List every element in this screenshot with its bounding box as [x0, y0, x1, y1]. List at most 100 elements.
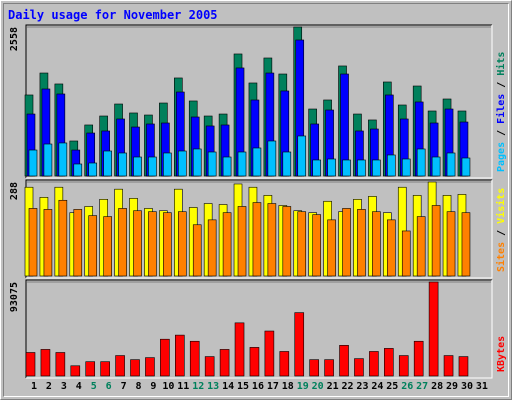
x-tick-label: 20 — [312, 381, 324, 392]
bar — [309, 359, 319, 377]
x-tick-label: 23 — [356, 381, 368, 392]
x-tick-label: 3 — [61, 381, 67, 392]
legend-separator: / — [496, 224, 507, 242]
x-tick-label: 19 — [297, 381, 309, 392]
bar — [413, 340, 424, 377]
bar — [234, 322, 245, 377]
bar — [461, 212, 471, 277]
bar — [73, 209, 83, 277]
bar — [401, 230, 411, 277]
frame-inner-dark — [3, 3, 509, 397]
legend-entry: KBytes — [496, 336, 507, 372]
x-tick-label: 5 — [91, 381, 97, 392]
bar — [267, 140, 277, 177]
bar — [297, 135, 307, 177]
x-tick-label: 4 — [76, 381, 82, 392]
bar — [249, 347, 260, 377]
bar — [130, 359, 140, 377]
x-tick-label: 21 — [327, 381, 339, 392]
bar — [40, 349, 51, 377]
frame-inner-light — [3, 3, 509, 397]
bar — [279, 351, 290, 377]
x-tick-label: 26 — [401, 381, 413, 392]
bar — [252, 147, 262, 177]
bar — [446, 211, 456, 277]
bar — [175, 334, 185, 377]
bar — [118, 208, 127, 277]
bar — [297, 211, 307, 277]
legend-entry: Hits — [495, 52, 507, 76]
bar — [357, 159, 366, 177]
panel-light-edge — [26, 25, 493, 179]
bar — [252, 202, 262, 277]
legend: Pages / Files / Hits — [495, 52, 507, 172]
bar — [28, 208, 38, 277]
bar — [25, 352, 36, 377]
bar — [222, 212, 232, 277]
bar — [237, 206, 247, 277]
bar — [55, 352, 66, 377]
bar — [387, 154, 396, 177]
bar — [446, 152, 456, 177]
panel-light-edge — [26, 280, 493, 379]
x-tick-label: 2 — [46, 381, 52, 392]
x-tick-label: 24 — [371, 381, 383, 392]
x-tick-label: 16 — [252, 381, 264, 392]
bar — [103, 150, 112, 177]
bar — [384, 348, 394, 377]
x-tick-label: 28 — [431, 381, 443, 392]
bar — [145, 357, 155, 377]
y-tick-label: 288 — [9, 182, 20, 200]
bar — [115, 355, 125, 377]
x-tick-label: 27 — [416, 381, 428, 392]
bar — [416, 148, 426, 177]
bar — [431, 205, 441, 277]
legend-entry: Files — [495, 94, 507, 124]
bar — [118, 152, 127, 177]
bar — [354, 358, 364, 377]
x-tick-label: 22 — [342, 381, 354, 392]
bar — [372, 211, 381, 277]
bar — [70, 365, 81, 377]
bar — [58, 142, 68, 177]
bar — [192, 148, 202, 177]
legend-separator: / — [496, 76, 507, 94]
bar — [133, 210, 142, 277]
bar — [237, 151, 247, 177]
x-tick-label: 15 — [237, 381, 249, 392]
legend: KBytes — [496, 336, 507, 372]
bar — [401, 158, 411, 177]
bar — [312, 214, 321, 277]
bar — [312, 159, 321, 177]
bar — [207, 219, 217, 277]
bar — [387, 219, 396, 277]
bar — [461, 157, 471, 177]
x-tick-label: 12 — [192, 381, 204, 392]
bar — [133, 156, 142, 177]
x-tick-label: 11 — [177, 381, 189, 392]
x-tick-label: 1 — [31, 381, 37, 392]
bar — [88, 162, 98, 177]
bar — [85, 361, 96, 377]
bar — [192, 224, 202, 277]
bar — [294, 312, 305, 377]
panel-dark-edge — [25, 279, 492, 378]
x-tick-label: 6 — [106, 381, 112, 392]
bar — [148, 156, 157, 177]
panel-light-edge — [26, 180, 493, 279]
bar — [100, 361, 110, 377]
legend-entry: Sites — [495, 242, 507, 272]
bar — [428, 281, 439, 377]
bar — [163, 152, 172, 177]
x-tick-label: 25 — [386, 381, 398, 392]
legend-separator: / — [496, 124, 507, 142]
bar — [204, 356, 215, 377]
bar — [222, 156, 232, 177]
y-tick-label: 2558 — [9, 27, 20, 51]
bar — [339, 345, 349, 377]
bar — [342, 208, 351, 277]
legend: Sites / Visits — [495, 188, 507, 272]
x-tick-label: 13 — [207, 381, 219, 392]
